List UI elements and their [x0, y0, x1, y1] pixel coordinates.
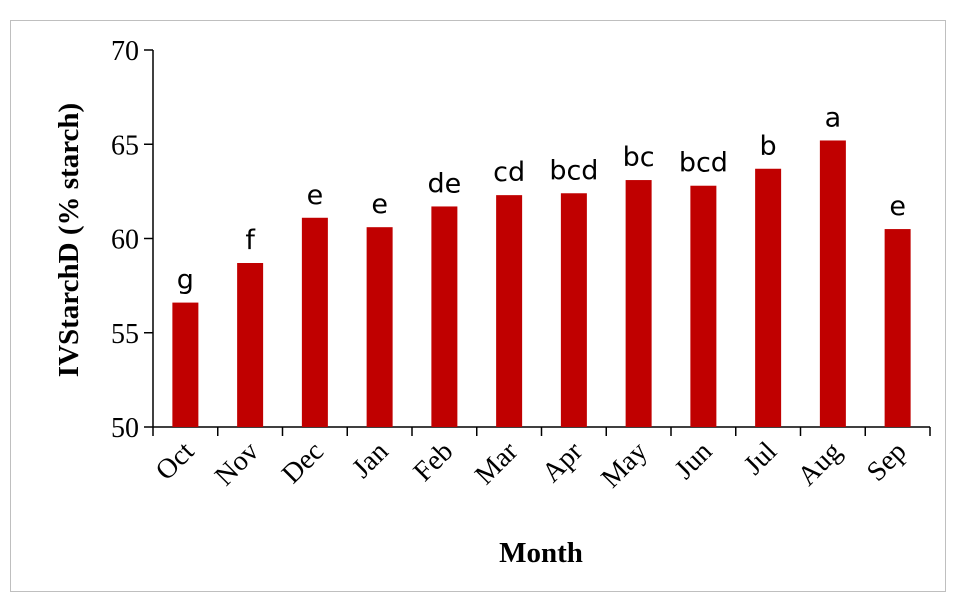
y-tick-label: 55	[111, 319, 139, 350]
bar-jun	[690, 185, 717, 427]
y-axis: 50 55 60 65 70	[111, 36, 154, 444]
bar-feb	[431, 206, 458, 427]
y-tick-label: 50	[111, 413, 139, 444]
x-tick-label: Dec	[276, 436, 330, 490]
y-tick-label: 70	[111, 36, 139, 67]
significance-label: e	[307, 180, 324, 211]
bar-mar	[496, 195, 523, 427]
x-tick-label: Sep	[861, 436, 913, 488]
significance-label: g	[177, 265, 194, 296]
bar-dec	[301, 217, 328, 427]
chart-frame	[10, 20, 946, 592]
y-tick-label: 65	[111, 130, 139, 161]
x-tick-label: Feb	[408, 436, 460, 488]
bar-apr	[560, 193, 587, 427]
x-tick-label: Apr	[536, 436, 589, 489]
x-tick-label: Oct	[150, 436, 201, 487]
x-axis-title: Month	[499, 537, 583, 569]
bar-oct	[172, 302, 199, 427]
bar-nov	[237, 263, 264, 427]
x-tick-label: Jun	[669, 436, 718, 485]
bar-may	[625, 180, 652, 427]
significance-label: a	[825, 102, 842, 133]
x-tick-label: Aug	[792, 436, 848, 492]
significance-label: bcd	[549, 155, 598, 186]
significance-label: f	[245, 225, 256, 256]
x-tick-label: Mar	[469, 436, 524, 491]
significance-label: e	[371, 189, 388, 220]
significance-label: b	[760, 131, 777, 162]
bar-aug	[819, 140, 846, 428]
x-axis: Oct Nov Dec Jan Feb Mar Apr May Jun Jul Aug Sep	[150, 426, 931, 494]
bars	[172, 140, 911, 428]
bar-jul	[755, 168, 782, 427]
bar-jan	[366, 227, 393, 427]
x-tick-label: May	[595, 436, 653, 494]
significance-label: e	[889, 191, 906, 222]
significance-label: bc	[623, 142, 655, 173]
bar-sep	[884, 229, 911, 427]
y-tick-label: 60	[111, 225, 139, 256]
significance-label: de	[428, 168, 462, 199]
significance-label: cd	[493, 157, 525, 188]
significance-label: bcd	[679, 148, 728, 179]
x-tick-label: Nov	[209, 436, 265, 492]
y-axis-title: IVStarchD (% starch)	[53, 103, 85, 377]
x-tick-label: Jul	[738, 436, 783, 481]
x-tick-label: Jan	[346, 436, 394, 484]
